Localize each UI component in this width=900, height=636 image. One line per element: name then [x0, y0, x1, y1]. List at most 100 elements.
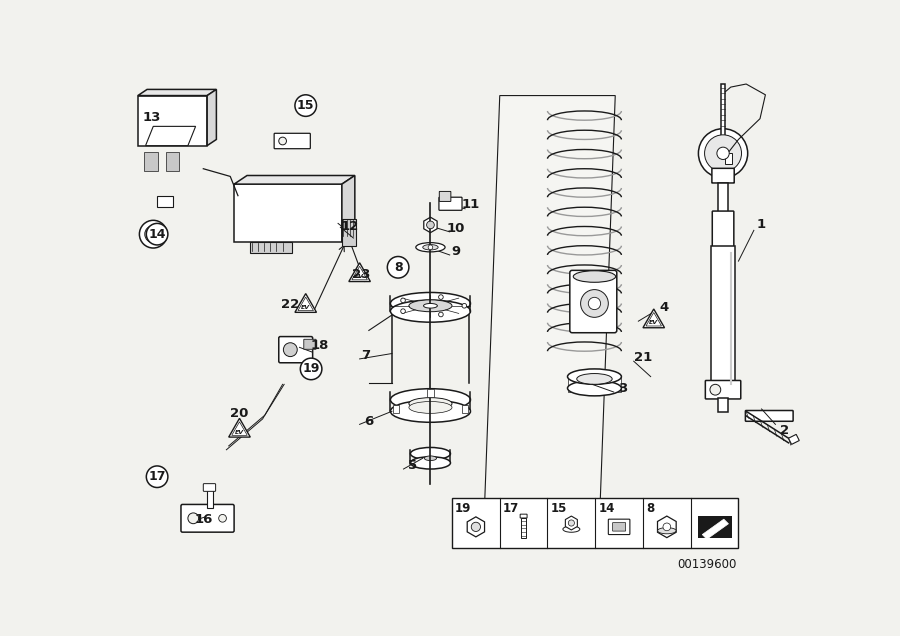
Bar — [698, 516, 732, 537]
Circle shape — [147, 223, 168, 245]
Bar — [718, 398, 728, 412]
Circle shape — [279, 137, 286, 145]
Text: 13: 13 — [142, 111, 161, 123]
Bar — [718, 183, 728, 212]
Polygon shape — [298, 297, 313, 310]
Circle shape — [427, 221, 435, 229]
FancyBboxPatch shape — [279, 336, 312, 363]
Ellipse shape — [658, 528, 676, 534]
Polygon shape — [349, 263, 371, 282]
Polygon shape — [352, 266, 367, 280]
Ellipse shape — [391, 293, 471, 314]
Text: 9: 9 — [451, 245, 461, 258]
Bar — [711, 247, 735, 389]
Circle shape — [472, 522, 481, 532]
FancyBboxPatch shape — [181, 504, 234, 532]
Circle shape — [717, 147, 729, 160]
Text: 17: 17 — [148, 470, 166, 483]
Text: 11: 11 — [462, 198, 480, 211]
Ellipse shape — [577, 373, 612, 384]
Ellipse shape — [409, 398, 452, 410]
Text: 3: 3 — [618, 382, 627, 395]
Polygon shape — [234, 184, 342, 242]
FancyBboxPatch shape — [274, 134, 310, 149]
Text: 8: 8 — [646, 502, 654, 515]
Circle shape — [698, 128, 748, 178]
Ellipse shape — [391, 300, 471, 322]
FancyBboxPatch shape — [304, 339, 316, 349]
Text: 20: 20 — [230, 407, 248, 420]
Circle shape — [301, 358, 322, 380]
Circle shape — [428, 245, 433, 249]
Text: EV: EV — [649, 320, 658, 325]
Circle shape — [589, 297, 600, 310]
Circle shape — [438, 294, 443, 300]
Text: 17: 17 — [503, 502, 519, 515]
Text: 14: 14 — [598, 502, 615, 515]
FancyBboxPatch shape — [613, 523, 626, 531]
Text: 2: 2 — [780, 424, 789, 437]
Ellipse shape — [424, 303, 437, 308]
Bar — [462, 405, 468, 413]
Circle shape — [663, 523, 670, 530]
Polygon shape — [658, 516, 676, 537]
Text: 15: 15 — [297, 99, 314, 112]
Text: 12: 12 — [340, 220, 359, 233]
Bar — [342, 219, 356, 245]
Bar — [166, 152, 179, 171]
Bar — [721, 84, 725, 142]
Circle shape — [284, 343, 297, 357]
Bar — [158, 196, 173, 207]
Text: 23: 23 — [352, 268, 370, 282]
Polygon shape — [565, 516, 578, 530]
Circle shape — [149, 230, 158, 238]
Text: 4: 4 — [660, 301, 670, 314]
Bar — [521, 518, 526, 537]
FancyBboxPatch shape — [745, 410, 793, 421]
Polygon shape — [702, 519, 728, 539]
FancyBboxPatch shape — [608, 519, 630, 535]
Text: 16: 16 — [194, 513, 212, 525]
FancyBboxPatch shape — [570, 270, 617, 333]
Bar — [249, 242, 292, 252]
Text: 5: 5 — [409, 459, 418, 472]
Ellipse shape — [424, 456, 436, 460]
FancyBboxPatch shape — [706, 380, 741, 399]
Polygon shape — [146, 127, 195, 146]
Ellipse shape — [573, 271, 616, 282]
Circle shape — [705, 135, 742, 172]
Text: 1: 1 — [757, 218, 766, 231]
Text: 7: 7 — [361, 349, 370, 361]
Polygon shape — [229, 418, 250, 437]
FancyBboxPatch shape — [203, 483, 216, 492]
Ellipse shape — [568, 369, 621, 384]
Polygon shape — [646, 312, 662, 326]
Ellipse shape — [391, 389, 471, 411]
Polygon shape — [231, 422, 248, 435]
Polygon shape — [643, 309, 664, 328]
FancyBboxPatch shape — [439, 197, 462, 211]
Ellipse shape — [568, 380, 621, 396]
Text: 19: 19 — [302, 363, 320, 375]
Polygon shape — [138, 95, 207, 146]
Text: 18: 18 — [310, 340, 328, 352]
Bar — [144, 152, 158, 171]
Ellipse shape — [410, 457, 451, 469]
Text: 6: 6 — [364, 415, 373, 428]
Polygon shape — [342, 176, 355, 242]
Ellipse shape — [410, 448, 451, 460]
Ellipse shape — [391, 400, 471, 422]
Polygon shape — [424, 218, 437, 233]
Text: 19: 19 — [455, 502, 472, 515]
Circle shape — [580, 289, 608, 317]
Circle shape — [188, 513, 199, 523]
FancyBboxPatch shape — [520, 514, 527, 518]
FancyBboxPatch shape — [439, 191, 451, 202]
Circle shape — [295, 95, 317, 116]
Polygon shape — [484, 95, 616, 511]
Polygon shape — [295, 294, 317, 312]
Circle shape — [387, 256, 409, 278]
Ellipse shape — [416, 243, 446, 252]
Text: EV: EV — [302, 305, 310, 310]
FancyBboxPatch shape — [712, 169, 734, 183]
